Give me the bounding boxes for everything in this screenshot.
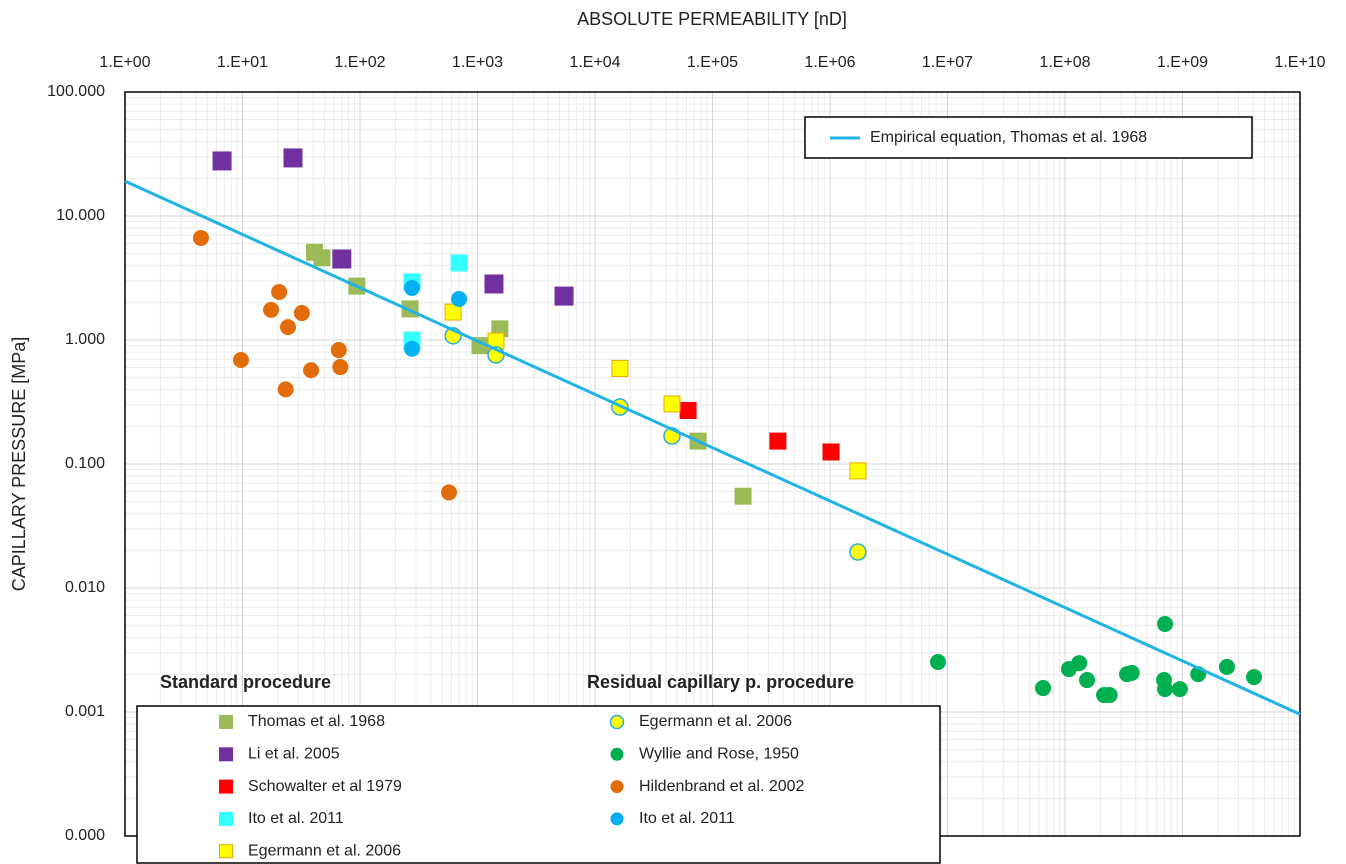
- y-tick-label: 100.000: [47, 83, 105, 100]
- square-point: [450, 254, 468, 272]
- circle-point: [303, 362, 320, 379]
- x-tick-label: 1.E+07: [922, 54, 973, 71]
- square-point: [283, 148, 303, 168]
- y-tick-label: 0.001: [65, 703, 105, 720]
- legend-label: Empirical equation, Thomas et al. 1968: [870, 129, 1147, 146]
- square-point: [554, 286, 574, 306]
- x-tick-label: 1.E+02: [334, 54, 385, 71]
- x-tick-label: 1.E+09: [1157, 54, 1208, 71]
- square-point: [611, 359, 629, 377]
- line-legend-box: [804, 116, 1253, 159]
- circle-point: [192, 229, 209, 246]
- y-axis-title: CAPILLARY PRESSURE [MPa]: [9, 337, 29, 591]
- circle-point: [280, 319, 297, 336]
- square-point: [849, 462, 867, 480]
- circle-point: [1218, 658, 1235, 675]
- square-point: [679, 402, 697, 420]
- circle-point: [277, 381, 294, 398]
- legend-marker: [219, 747, 233, 762]
- legend-marker: [219, 811, 233, 826]
- legend-label: Ito et al. 2011: [248, 810, 344, 827]
- circle-point: [849, 543, 867, 561]
- circle-point: [232, 351, 249, 368]
- x-tick-label: 1.E+08: [1039, 54, 1090, 71]
- circle-point: [1157, 615, 1174, 632]
- square-point: [663, 395, 681, 413]
- legend-label: Schowalter et al 1979: [248, 778, 402, 795]
- y-tick-label: 0.000: [65, 827, 105, 844]
- x-tick-label: 1.E+04: [569, 54, 620, 71]
- circle-point: [271, 283, 288, 300]
- y-tick-label: 0.100: [65, 455, 105, 472]
- x-tick-label: 1.E+06: [804, 54, 855, 71]
- circle-point: [403, 340, 420, 357]
- annotation: Residual capillary p. procedure: [587, 672, 854, 692]
- circle-point: [263, 301, 280, 318]
- square-point: [734, 487, 752, 505]
- square-point: [484, 274, 504, 294]
- x-tick-label: 1.E+10: [1274, 54, 1325, 71]
- square-point: [769, 432, 787, 450]
- square-point: [313, 249, 331, 267]
- x-tick-label: 1.E+00: [99, 54, 150, 71]
- circle-point: [330, 342, 347, 359]
- circle-point: [1071, 655, 1088, 672]
- legend-box: [136, 705, 941, 864]
- legend-label: Ito et al. 2011: [639, 810, 735, 827]
- circle-point: [1079, 672, 1096, 689]
- x-tick-label: 1.E+03: [452, 54, 503, 71]
- legend-label: Wyllie and Rose, 1950: [639, 746, 799, 763]
- legend-marker: [610, 812, 624, 826]
- circle-point: [1246, 669, 1263, 686]
- legend-marker: [219, 779, 233, 794]
- x-tick-label: 1.E+05: [687, 54, 738, 71]
- circle-point: [332, 359, 349, 376]
- legend-label: Li et al. 2005: [248, 746, 340, 763]
- circle-point: [1035, 680, 1052, 697]
- square-point: [212, 151, 232, 171]
- legend-marker: [219, 715, 233, 729]
- square-point: [332, 249, 352, 269]
- legend-marker: [610, 747, 624, 761]
- legend-marker: [219, 844, 233, 859]
- legend-marker: [609, 714, 625, 730]
- legend-label: Egermann et al. 2006: [639, 713, 792, 730]
- circle-point: [1101, 687, 1118, 704]
- legend-label: Hildenbrand et al. 2002: [639, 778, 805, 795]
- y-tick-label: 10.000: [56, 207, 105, 224]
- trend-line: [124, 179, 1301, 716]
- circle-point: [403, 279, 420, 296]
- y-tick-label: 0.010: [65, 579, 105, 596]
- square-point: [822, 443, 840, 461]
- circle-point: [1123, 664, 1140, 681]
- x-tick-label: 1.E+01: [217, 54, 268, 71]
- y-tick-label: 1.000: [65, 331, 105, 348]
- circle-point: [1171, 681, 1188, 698]
- legend-label: Egermann et al. 2006: [248, 842, 401, 859]
- legend-label: Thomas et al. 1968: [248, 713, 385, 730]
- legend-marker: [610, 780, 624, 794]
- circle-point: [451, 291, 468, 308]
- x-axis-title: ABSOLUTE PERMEABILITY [nD]: [577, 9, 847, 29]
- annotation: Standard procedure: [160, 672, 331, 692]
- circle-point: [293, 305, 310, 322]
- circle-point: [440, 484, 457, 501]
- circle-point: [929, 654, 946, 671]
- circle-point: [1157, 681, 1174, 698]
